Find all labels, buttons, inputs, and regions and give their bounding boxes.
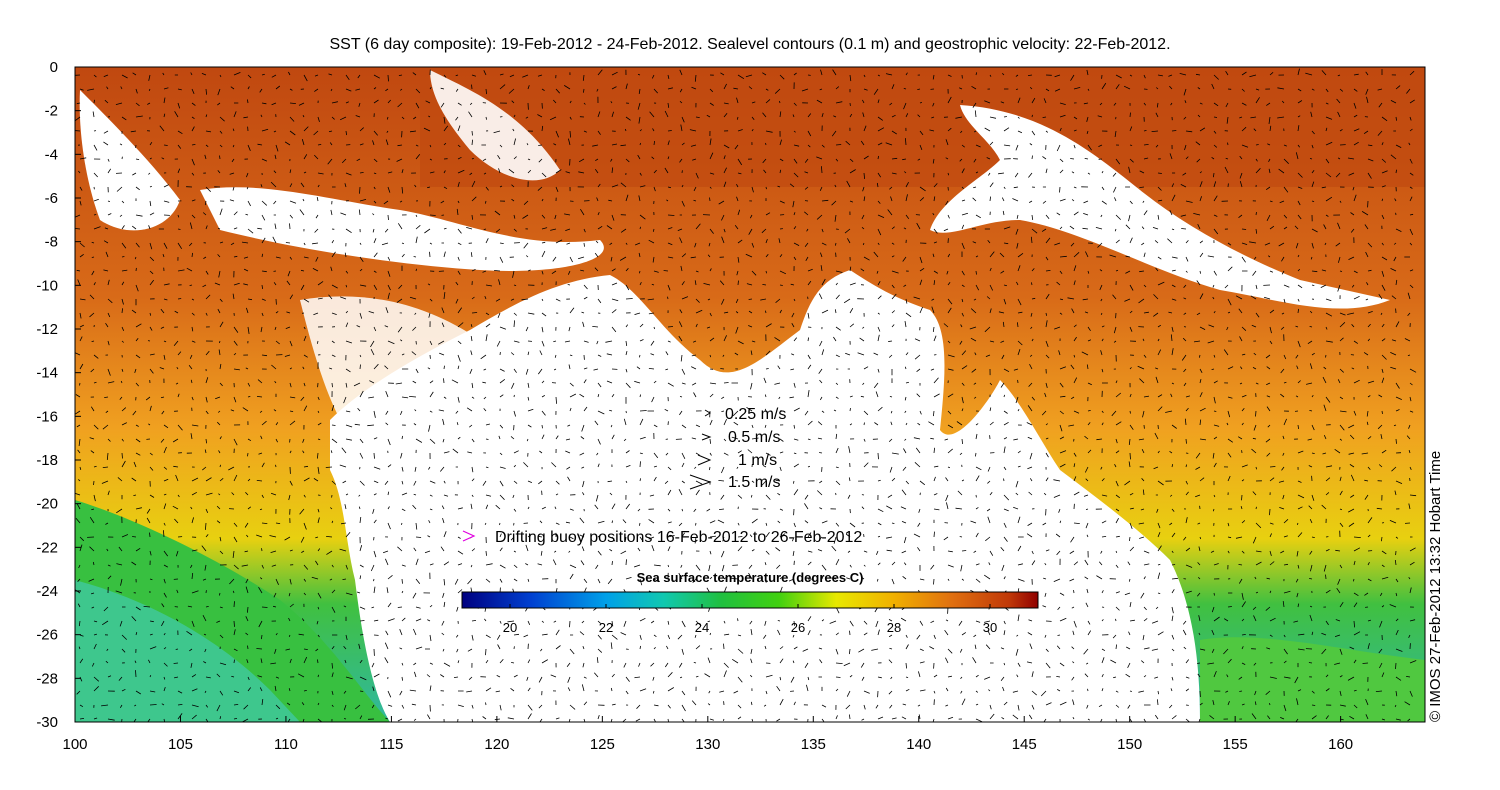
colorbar-tick-label: 28 xyxy=(887,620,901,635)
x-tick-label: 145 xyxy=(1012,736,1037,753)
velocity-legend-label: 0.5 m/s xyxy=(728,429,780,446)
x-tick-label: 120 xyxy=(484,736,509,753)
colorbar-ticks: 20 22 24 26 28 30 xyxy=(503,604,997,635)
velocity-legend-item: 1 m/s xyxy=(697,452,777,469)
arrow-icon xyxy=(704,409,711,417)
x-tick-label: 140 xyxy=(906,736,931,753)
colorbar-tick-label: 26 xyxy=(791,620,805,635)
credit-label: © IMOS 27-Feb-2012 13:32 Hobart Time xyxy=(1427,451,1444,722)
colorbar-tick-label: 22 xyxy=(599,620,613,635)
colorbar-title: Sea surface temperature (degrees C) xyxy=(637,570,864,585)
x-tick-label: 135 xyxy=(801,736,826,753)
y-tick-label: -24 xyxy=(36,583,58,600)
y-tick-label: -4 xyxy=(45,146,58,163)
y-tick-label: -8 xyxy=(45,234,58,251)
y-tick-label: -6 xyxy=(45,190,58,207)
velocity-legend-label: 0.25 m/s xyxy=(725,406,786,423)
y-tick-label: -28 xyxy=(36,670,58,687)
colorbar-gradient xyxy=(461,591,1039,609)
arrow-icon xyxy=(697,454,712,466)
velocity-legend-item: 1.5 m/s xyxy=(689,474,780,491)
y-axis: 0 -2 -4 -6 -8 -10 -12 -14 -16 -18 -20 -22 -24 -26 -28 -… xyxy=(36,59,81,731)
x-tick-label: 115 xyxy=(379,736,403,753)
buoy-legend: Drifting buoy positions 16-Feb-2012 to 2… xyxy=(462,529,862,546)
velocity-legend-label: 1.5 m/s xyxy=(728,474,780,491)
colorbar-tick-label: 30 xyxy=(983,620,997,635)
y-tick-label: -14 xyxy=(36,365,58,382)
x-axis: 100 105 110 115 120 125 130 135 140 145 150 155 160 xyxy=(62,716,1353,753)
y-tick-label: -30 xyxy=(36,714,58,731)
velocity-legend-label: 1 m/s xyxy=(738,452,777,469)
y-tick-label: -12 xyxy=(36,321,58,338)
y-tick-label: -18 xyxy=(36,452,58,469)
buoy-legend-label: Drifting buoy positions 16-Feb-2012 to 2… xyxy=(495,529,862,546)
velocity-legend: 0.25 m/s 0.5 m/s 1 m/s 1.5 m/s xyxy=(689,406,786,491)
sst-field xyxy=(75,67,1425,722)
colorbar-tick-label: 24 xyxy=(695,620,709,635)
y-tick-label: 0 xyxy=(50,59,58,76)
y-tick-label: -26 xyxy=(36,627,58,644)
plot-frame xyxy=(74,66,1426,723)
geostrophic-velocity-arrows xyxy=(75,68,1417,722)
buoy-marker-icon xyxy=(462,530,476,542)
y-tick-label: -10 xyxy=(36,277,58,294)
sst-colorbar: Sea surface temperature (degrees C) 20 22… xyxy=(461,570,1039,635)
x-tick-label: 150 xyxy=(1117,736,1142,753)
y-tick-label: -22 xyxy=(36,539,58,556)
map-title: SST (6 day composite): 19-Feb-2012 - 24-… xyxy=(329,36,1171,53)
arrow-icon xyxy=(701,433,712,441)
x-tick-label: 110 xyxy=(274,736,298,753)
velocity-legend-item: 0.5 m/s xyxy=(701,429,780,446)
velocity-arrow-set xyxy=(75,68,1417,722)
x-tick-label: 155 xyxy=(1223,736,1248,753)
x-tick-label: 100 xyxy=(62,736,87,753)
colorbar-tick-label: 20 xyxy=(503,620,517,635)
x-tick-label: 130 xyxy=(695,736,720,753)
x-tick-label: 160 xyxy=(1328,736,1353,753)
y-tick-label: -16 xyxy=(36,408,58,425)
arrow-icon xyxy=(689,474,712,490)
y-tick-label: -2 xyxy=(45,103,58,120)
velocity-legend-item: 0.25 m/s xyxy=(704,406,786,423)
y-tick-label: -20 xyxy=(36,496,58,513)
x-tick-label: 105 xyxy=(168,736,193,753)
x-tick-label: 125 xyxy=(590,736,615,753)
